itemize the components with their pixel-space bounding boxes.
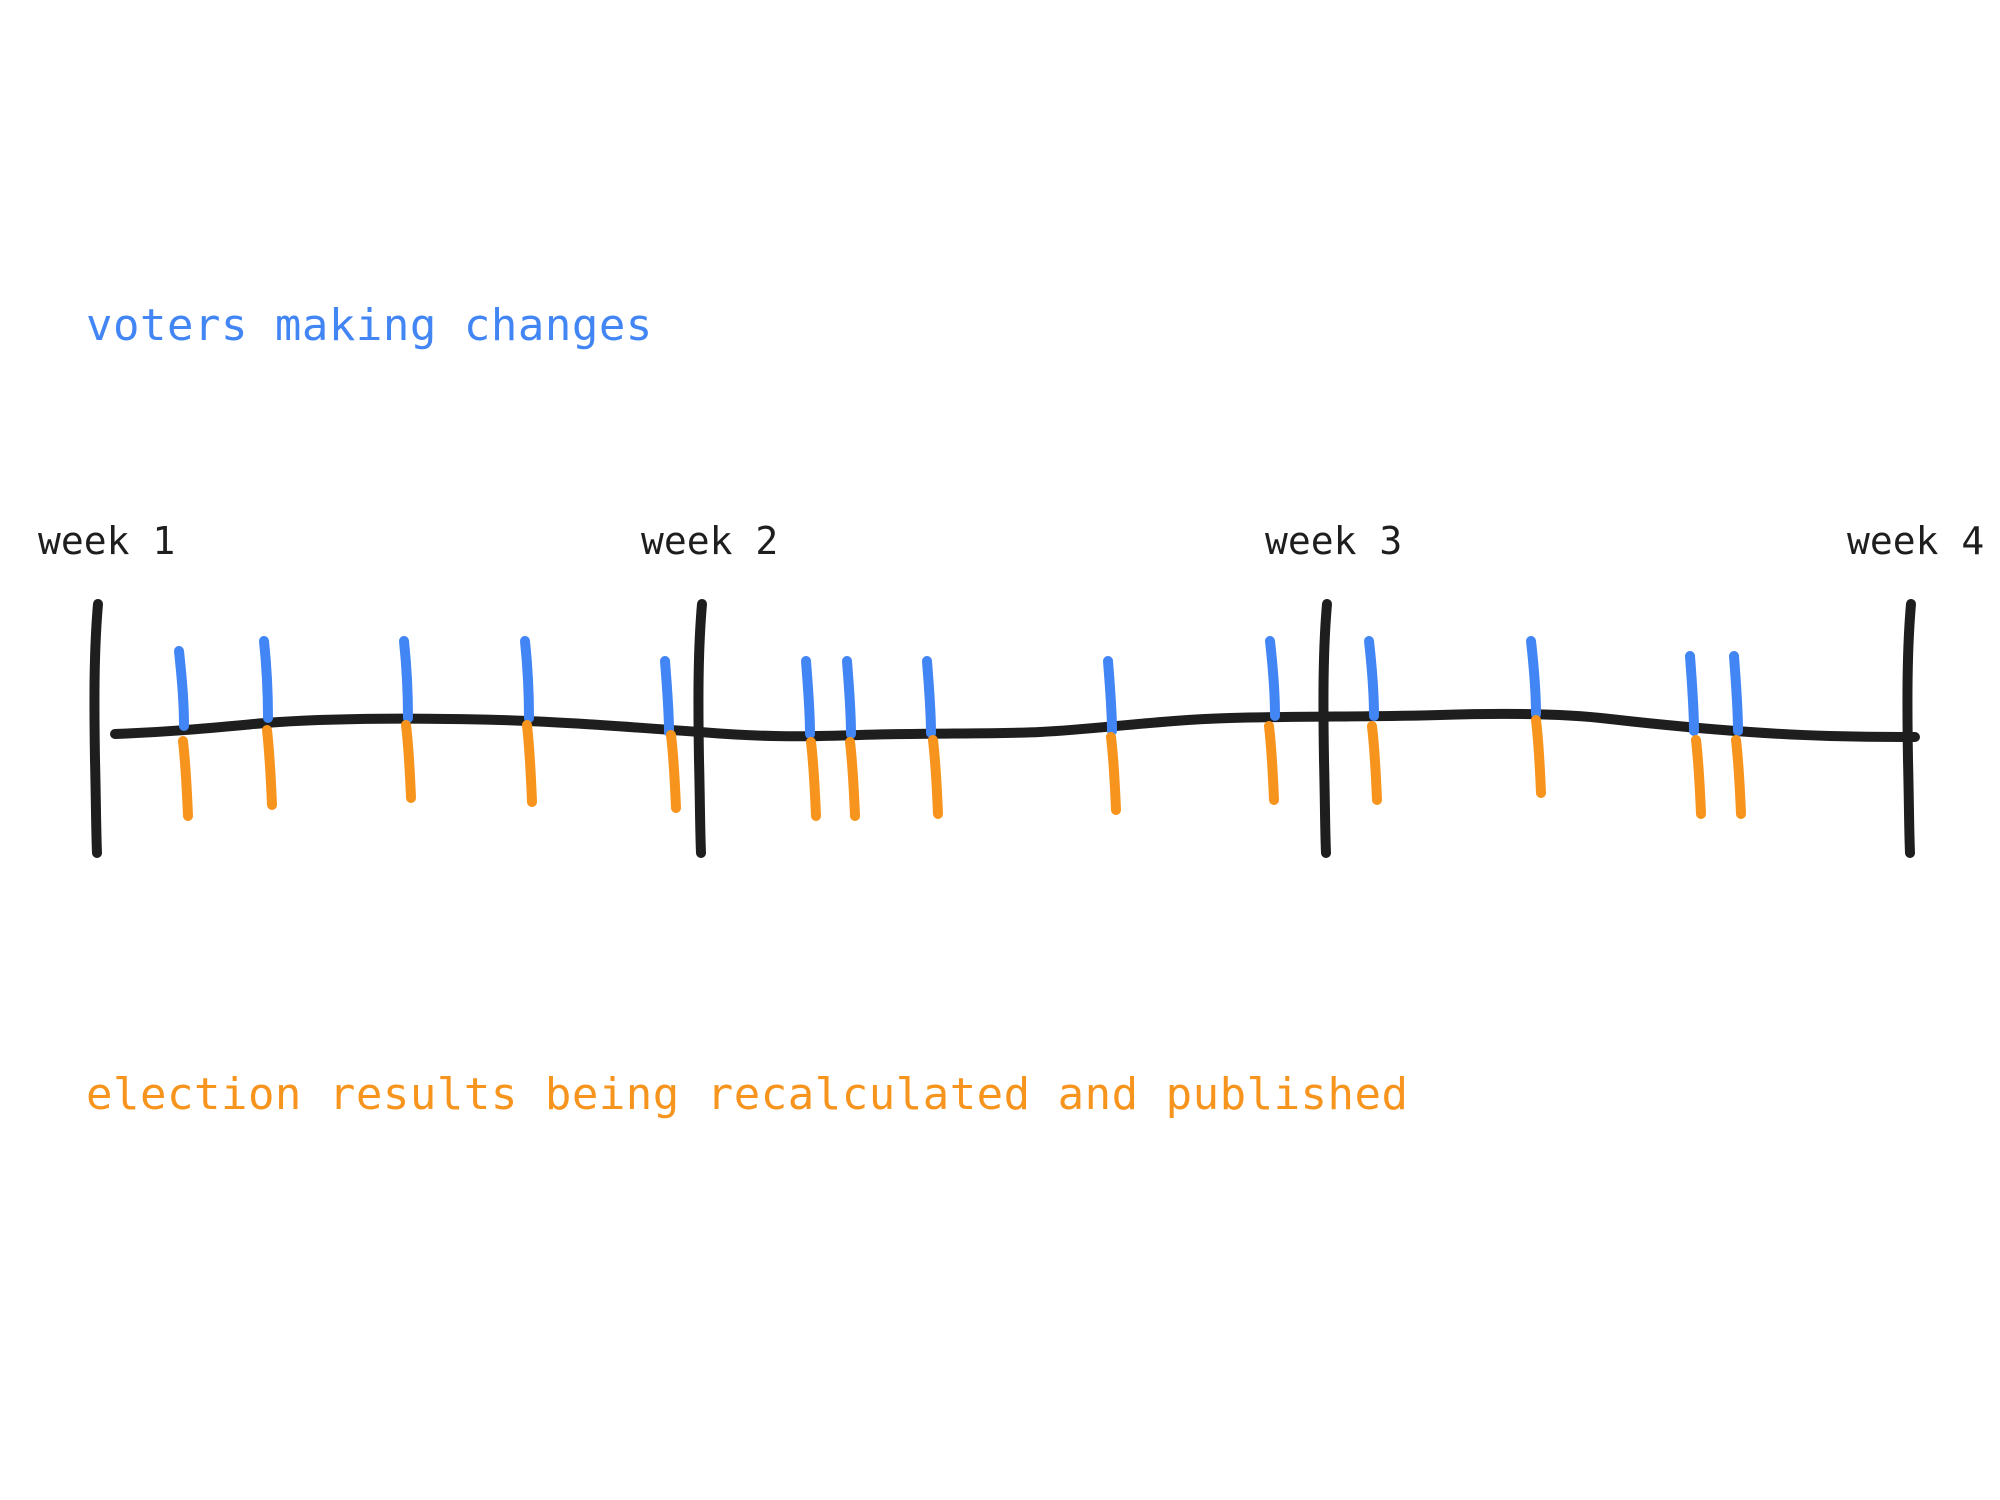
recalculation-12 [1531,715,1546,798]
voter-change-13 [1685,651,1699,736]
voters-legend-label: voters making changes [86,300,653,351]
week-2-marker [693,599,707,858]
recalculation-6 [806,737,821,821]
voter-change-3 [399,636,413,723]
voter-change-5 [660,656,674,737]
recalculation-9 [1106,732,1121,815]
voter-change-4 [520,636,534,723]
week-1-label: week 1 [38,519,176,563]
week-3-marker [1318,599,1332,858]
voter-change-7 [842,656,856,739]
recalculation-1 [178,736,193,821]
recalculation-14 [1731,735,1746,819]
week-4-marker [1902,599,1916,858]
results-legend-label: election results being recalculated and … [86,1069,1409,1120]
voter-change-12 [1526,636,1541,719]
recalculation-5 [666,730,681,813]
recalculation-7 [845,737,860,821]
voter-change-14 [1729,651,1743,736]
recalculation-10 [1264,721,1279,805]
week-4-label: week 4 [1847,519,1985,563]
recalculation-4 [522,720,537,807]
recalculation-2 [262,725,277,810]
week-2-label: week 2 [641,519,779,563]
recalculation-13 [1691,735,1706,819]
voter-change-11 [1364,636,1379,721]
voter-change-8 [922,656,936,738]
week-1-marker [89,599,103,858]
voter-change-6 [801,656,815,739]
recalculation-11 [1367,721,1382,805]
timeline-line [110,708,1920,742]
voter-change-10 [1265,636,1280,721]
recalculation-3 [401,720,416,803]
recalculation-8 [928,735,943,819]
voter-change-9 [1103,656,1117,736]
week-3-label: week 3 [1265,519,1403,563]
voter-change-2 [259,636,273,723]
voter-change-1 [174,646,189,731]
